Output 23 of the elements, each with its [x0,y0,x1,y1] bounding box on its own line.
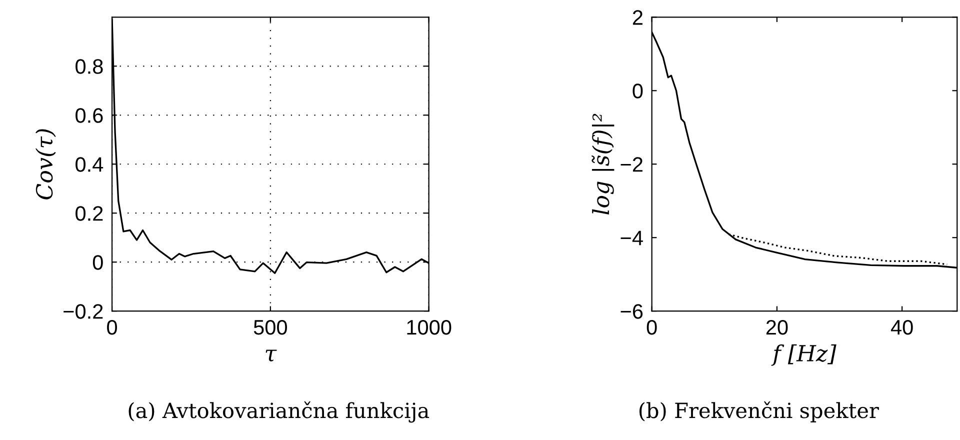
y-tick-label: 0.4 [76,157,104,172]
y-tick-label: −6 [620,304,643,319]
x-tick-label: 20 [766,320,788,335]
y-tick-label: −2 [620,157,642,172]
y-axis-title: log |s̃(f)|² [592,114,614,215]
y-tick-label: 2 [632,10,642,25]
y-tick-label: 0 [92,255,103,270]
x-tick-label: 500 [254,320,287,335]
y-tick-label: −0.2 [64,304,103,319]
text: (a) Avtokovariančna funkcija [128,401,430,423]
y-tick-label: −4 [620,230,643,246]
x-tick-label: 40 [890,320,913,335]
x-axis-title: τ [266,350,277,362]
y-axis-title: Cov(τ) [36,129,56,200]
y-tick-label: 0 [632,84,643,98]
x-tick-label: 0 [646,320,657,335]
y-tick-label: 0.2 [76,206,103,221]
x-tick-label: 1000 [407,320,452,335]
x-axis-title: f [Hz] [771,344,836,366]
y-tick-label: 0.6 [76,108,103,123]
y-tick-label: 0.8 [76,59,103,74]
text: (b) Frekvenčni spekter [639,401,879,422]
x-tick-label: 0 [107,320,118,335]
